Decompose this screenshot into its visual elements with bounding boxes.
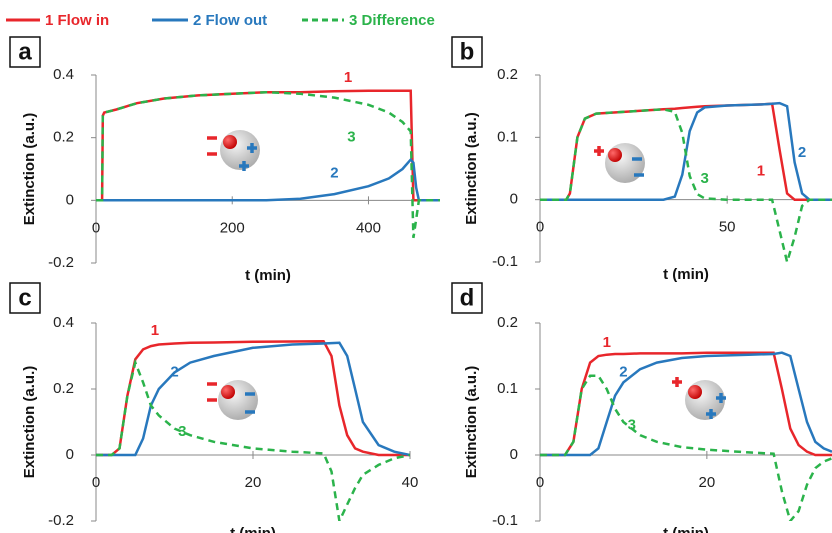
panel-label: c [18,284,31,311]
y-tick-label: -0.1 [492,253,518,270]
y-tick-label: 0 [66,191,74,208]
series-line [540,351,832,457]
y-tick-label: 0.1 [497,380,518,397]
x-axis-title: t (min) [663,525,709,533]
particle-core [608,148,622,162]
curve-label: 2 [798,144,806,161]
series-line [96,157,440,202]
curve-label: 3 [347,129,355,146]
x-axis-title: t (min) [245,267,291,284]
panel-label: d [460,284,475,311]
panel-label-box [451,36,483,68]
panel-label: a [18,38,32,65]
y-tick-label: 0.2 [53,129,74,146]
series-line [540,101,832,201]
x-tick-label: 0 [536,219,544,236]
y-tick-label: 0.2 [53,380,74,397]
y-tick-label: 0 [66,446,74,463]
y-axis-title: Extinction (a.u.) [21,113,38,226]
curve-label: 2 [619,363,627,380]
legend-label: 1 Flow in [45,12,109,29]
panel-label: b [460,38,475,65]
x-tick-label: 0 [92,474,100,491]
series-line [96,89,440,202]
x-tick-label: 20 [245,474,262,491]
particle-core [688,385,702,399]
y-axis-title: Extinction (a.u.) [21,366,38,479]
x-tick-label: 400 [356,219,381,236]
panel-label-box [451,282,483,314]
y-axis-title: Extinction (a.u.) [463,366,480,479]
y-tick-label: -0.1 [492,512,518,529]
panel-label-box [9,282,41,314]
legend-label: 3 Difference [349,12,435,29]
series-line [540,351,832,457]
y-tick-label: -0.2 [48,254,74,271]
curve-label: 2 [170,363,178,380]
plot-area [96,339,410,521]
y-tick-label: 0.2 [497,314,518,331]
series-line [96,358,410,521]
series-line [96,90,440,239]
y-tick-label: -0.2 [48,512,74,529]
x-tick-label: 20 [699,474,716,491]
curve-label: 1 [757,163,765,180]
x-tick-label: 50 [719,219,736,236]
curve-label: 3 [178,423,186,440]
curve-label: 1 [151,322,159,339]
x-tick-label: 200 [220,219,245,236]
x-tick-label: 40 [402,474,419,491]
y-tick-label: 0 [510,191,518,208]
y-axis-title: Extinction (a.u.) [463,112,480,225]
curve-label: 1 [344,69,352,86]
curve-label: 2 [330,165,338,182]
y-tick-label: 0.4 [53,66,74,83]
y-tick-label: 0.1 [497,128,518,145]
particle-icon [220,130,260,170]
particle-core [221,385,235,399]
plot-area [540,351,832,521]
y-tick-label: 0 [510,446,518,463]
curve-label: 3 [701,170,709,187]
y-tick-label: 0.2 [497,66,518,83]
particle-core [223,135,237,149]
series-line [540,108,832,262]
curve-label: 1 [603,334,611,351]
particle-icon [685,380,725,420]
curve-label: 3 [628,416,636,433]
x-axis-title: t (min) [663,266,709,283]
x-axis-title: t (min) [230,525,276,533]
particle-icon [218,380,258,420]
legend-label: 2 Flow out [193,12,267,29]
x-tick-label: 0 [92,219,100,236]
x-tick-label: 0 [536,474,544,491]
series-line [540,374,832,521]
plot-area [540,101,832,262]
y-tick-label: 0.4 [53,314,74,331]
series-line [96,341,410,457]
plot-area [96,89,440,239]
panel-label-box [9,36,41,68]
particle-icon [605,143,645,183]
